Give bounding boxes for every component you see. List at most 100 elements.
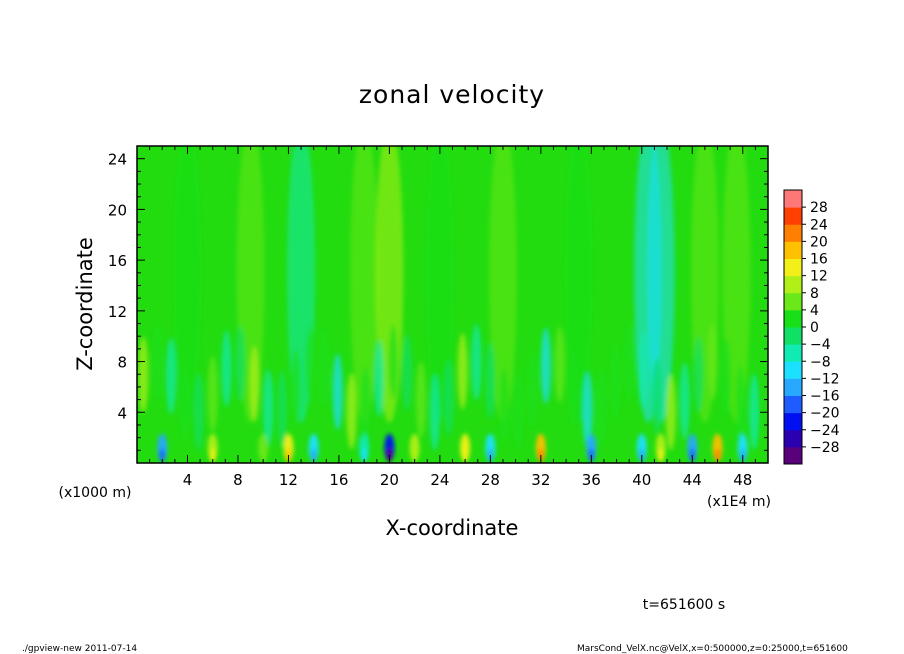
field-core <box>485 433 496 462</box>
heatmap-field <box>137 146 768 463</box>
colorbar-label: −4 <box>810 337 831 353</box>
field-cell <box>651 357 662 434</box>
field-cell <box>457 333 468 410</box>
x-tick-label: 36 <box>582 471 601 489</box>
field-cell <box>318 328 329 405</box>
field-core <box>359 433 370 462</box>
field-cell <box>429 374 440 451</box>
field-core <box>687 433 698 462</box>
colorbar-swatch <box>784 446 802 465</box>
colorbar-label: 8 <box>810 286 819 302</box>
field-cell <box>138 336 149 413</box>
colorbar-label: 12 <box>810 269 828 285</box>
field-cell <box>721 338 732 415</box>
field-cell <box>152 323 163 400</box>
field-cell <box>360 366 371 443</box>
x-tick-label: 12 <box>279 471 298 489</box>
field-cell <box>263 369 274 446</box>
field-core <box>283 433 294 462</box>
x-axis: 4 8 12 16 20 24 28 32 36 40 44 48 <box>149 146 756 489</box>
field-cell <box>235 325 246 402</box>
x-tick-label: 24 <box>430 471 449 489</box>
field-core <box>361 448 367 463</box>
x-axis-unit: (x1E4 m) <box>707 494 771 510</box>
colorbar-swatch <box>784 429 802 448</box>
y-tick-label: 4 <box>117 404 127 422</box>
field-cell <box>374 340 385 417</box>
field-core <box>462 448 468 463</box>
field-core <box>412 448 418 463</box>
x-tick-label: 40 <box>632 471 651 489</box>
field-core <box>258 433 269 462</box>
colorbar-swatch <box>784 275 802 294</box>
y-axis-unit: (x1000 m) <box>59 485 132 501</box>
program-label: ./gpview-new 2011-07-14 <box>22 644 137 654</box>
field-cell <box>499 367 510 444</box>
field-cell <box>638 331 649 408</box>
y-axis: 4 8 12 16 20 24 <box>108 151 768 451</box>
field-cell <box>277 371 288 448</box>
field-cell <box>471 324 482 401</box>
field-band <box>488 146 517 423</box>
colorbar-swatch <box>784 361 802 379</box>
colorbar-swatch <box>784 344 802 362</box>
field-cell <box>513 372 524 449</box>
colorbar-label: −28 <box>810 440 840 456</box>
colorbar-swatch <box>784 190 802 208</box>
colorbar-swatch <box>784 309 802 328</box>
field-cell <box>568 349 579 426</box>
field-cell <box>582 371 593 448</box>
colorbar-swatch <box>784 395 802 414</box>
field-cell <box>249 345 260 422</box>
field-cell <box>443 359 454 436</box>
field-cell <box>346 373 357 450</box>
x-tick-label: 32 <box>531 471 550 489</box>
field-cell <box>166 338 177 415</box>
x-axis-label: X-coordinate <box>386 516 519 540</box>
field-core <box>712 433 723 462</box>
x-tick-label: 8 <box>233 471 243 489</box>
field-cell <box>485 342 496 419</box>
field-cell <box>707 323 718 400</box>
x-tick-label: 4 <box>183 471 193 489</box>
colorbar-swatch <box>784 207 802 225</box>
source-label: MarsCond_VelX.nc@VelX,x=0:500000,z=0:250… <box>577 644 848 654</box>
colorbar-label: −12 <box>810 371 840 387</box>
colorbar-label: −24 <box>810 423 840 439</box>
field-core <box>159 448 165 463</box>
y-tick-label: 20 <box>108 201 127 219</box>
field-cell <box>693 336 704 413</box>
colorbar-label: 20 <box>810 234 828 250</box>
field-cell <box>332 353 343 430</box>
field-cell <box>291 348 302 425</box>
field-cell <box>610 343 621 420</box>
field-cell <box>415 361 426 438</box>
field-cell <box>193 373 204 450</box>
field-core <box>586 433 597 462</box>
y-tick-label: 8 <box>117 354 127 372</box>
time-label: t=651600 s <box>643 597 725 613</box>
colorbar-label: 28 <box>810 200 828 216</box>
colorbar-swatch <box>784 378 802 396</box>
field-core <box>658 448 664 463</box>
field-band <box>173 146 202 423</box>
x-tick-label: 16 <box>329 471 348 489</box>
colorbar-label: −8 <box>810 354 831 370</box>
field-cell <box>221 330 232 407</box>
field-cell <box>540 327 551 404</box>
field-cell <box>735 364 746 441</box>
field-cell <box>749 373 760 450</box>
field-core <box>157 433 168 462</box>
field-core <box>409 433 420 462</box>
colorbar-swatch <box>784 412 802 431</box>
colorbar-swatch <box>784 292 802 311</box>
colorbar-label: −16 <box>810 389 840 405</box>
colorbar-swatch <box>784 224 802 242</box>
field-cell <box>624 324 635 401</box>
field-cell <box>554 326 565 403</box>
field-core <box>384 433 395 462</box>
field-band <box>350 146 379 423</box>
chart-title: zonal velocity <box>359 80 545 109</box>
